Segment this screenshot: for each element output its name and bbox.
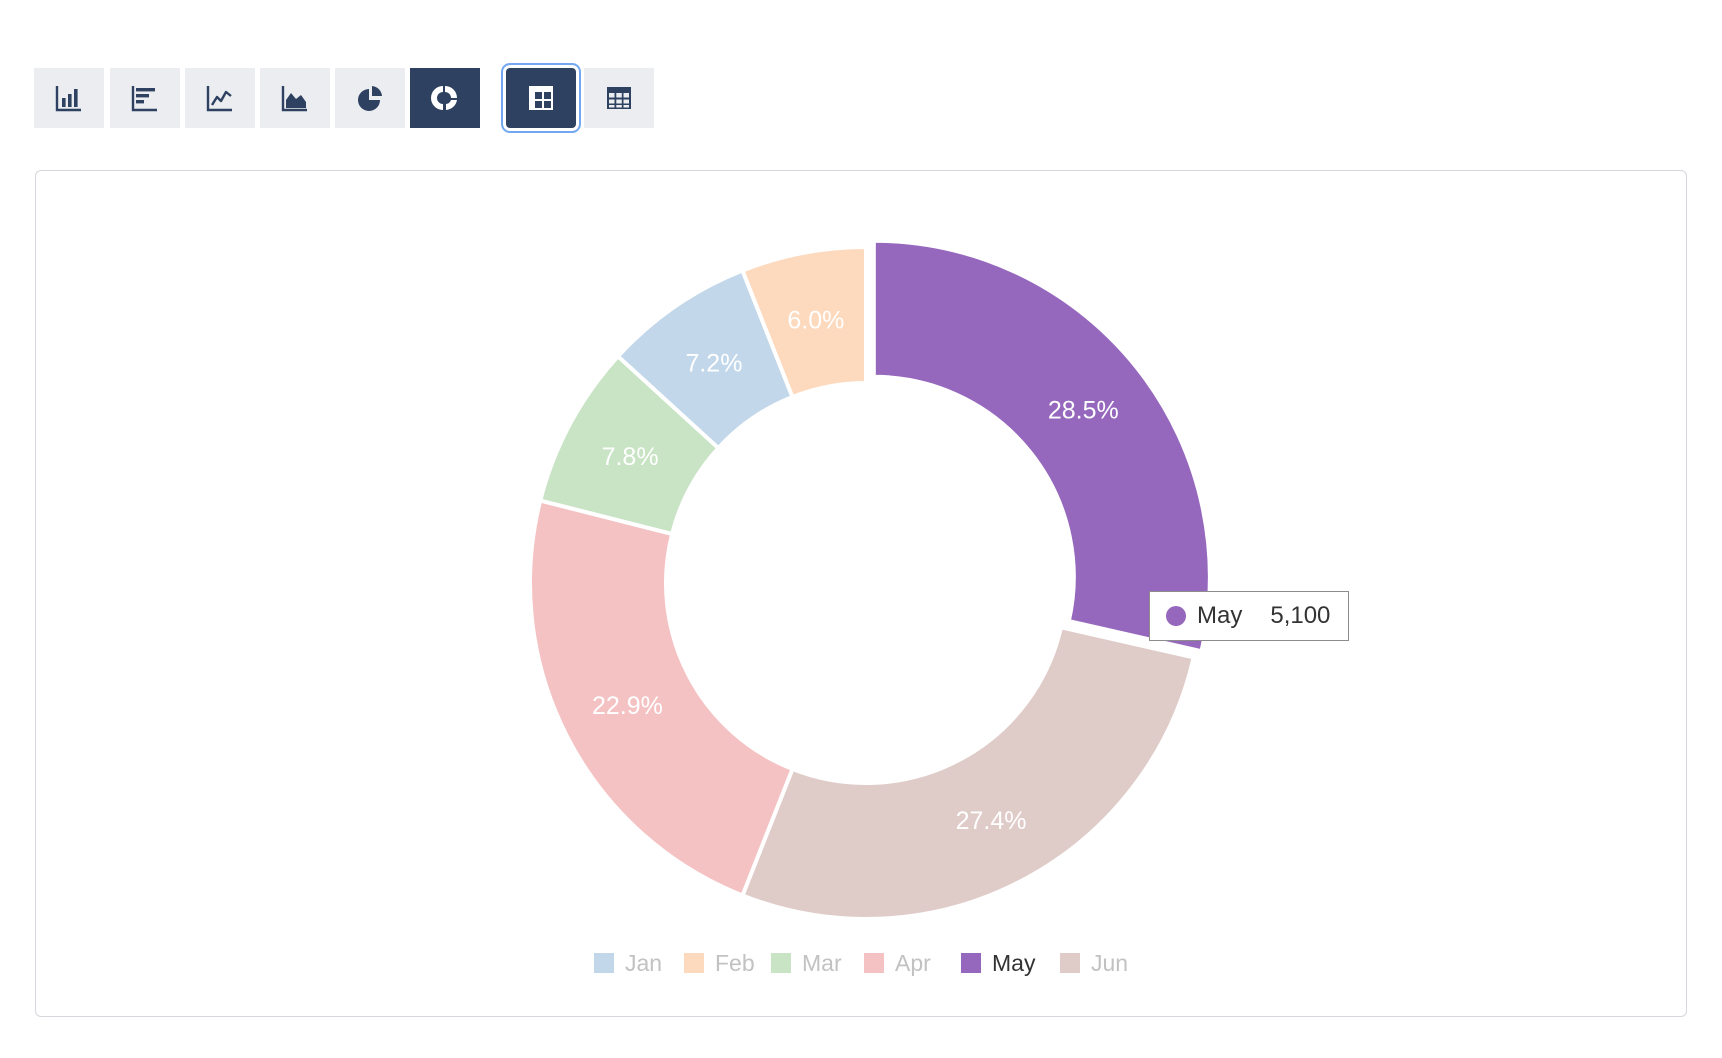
tooltip-label: May [1197,602,1243,629]
pie-chart-button[interactable] [335,68,405,128]
legend-item-apr[interactable]: Apr [864,950,931,976]
legend-label-apr: Apr [895,950,931,976]
tooltip-color-dot [1166,606,1186,626]
pivot-table-button[interactable] [506,68,576,128]
horizontal-bar-chart-icon [131,86,157,112]
line-chart-button[interactable] [185,68,255,128]
legend-swatch-jan [594,953,614,973]
legend-label-may: May [992,950,1036,976]
tooltip-value: 5,100 [1270,602,1331,629]
legend-item-mar[interactable]: Mar [771,950,842,976]
legend-swatch-apr [864,953,884,973]
donut-chart: 28.5% 27.4% 22.9% 7.8% 7.2% 6.0% Jan Feb Mar Apr M… [528,238,1212,976]
slice-label-jun: 27.4% [956,807,1027,835]
slice-label-jan: 7.2% [685,349,742,377]
chart-tooltip: May 5,100 [1149,591,1349,641]
legend-label-mar: Mar [802,950,842,976]
horizontal-bar-chart-button[interactable] [110,68,180,128]
area-chart-icon [281,86,307,112]
donut-slice-apr[interactable] [528,498,796,899]
legend-item-jun[interactable]: Jun [1060,950,1128,976]
pivot-table-icon [529,86,553,110]
donut-chart-button[interactable] [410,68,480,128]
legend-swatch-may [961,953,981,973]
line-chart-icon [206,86,232,112]
legend-item-feb[interactable]: Feb [684,950,755,976]
table-icon [607,87,631,109]
legend-swatch-feb [684,953,704,973]
legend-label-jun: Jun [1091,950,1128,976]
table-view-button[interactable] [584,68,654,128]
slice-label-feb: 6.0% [787,307,844,335]
legend-item-jan[interactable]: Jan [594,950,662,976]
bar-chart-button[interactable] [34,68,104,128]
legend-label-jan: Jan [625,950,662,976]
legend-label-feb: Feb [715,950,755,976]
bar-chart-icon [55,86,81,112]
legend-swatch-jun [1060,953,1080,973]
pie-chart-icon [358,86,382,111]
slice-label-apr: 22.9% [592,692,663,720]
legend-swatch-mar [771,953,791,973]
area-chart-button[interactable] [260,68,330,128]
slice-label-mar: 7.8% [602,443,659,471]
donut-slice-jun[interactable] [739,624,1197,921]
legend-item-may[interactable]: May [961,950,1036,976]
donut-slice-feb[interactable] [739,244,868,400]
chart-container: 28.5% 27.4% 22.9% 7.8% 7.2% 6.0% Jan Feb Mar Apr M… [35,170,1687,1017]
slice-label-may: 28.5% [1048,397,1119,425]
donut-slice-may[interactable] [871,238,1212,654]
donut-chart-icon [431,86,457,110]
